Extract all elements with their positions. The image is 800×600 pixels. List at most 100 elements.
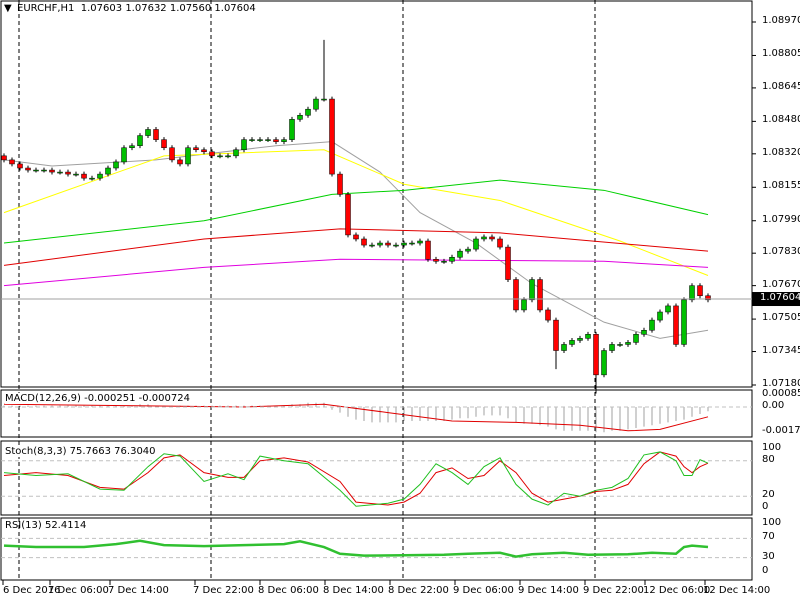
price-tick-label: 1.07505: [762, 312, 800, 324]
bull-candle: [57, 171, 63, 174]
bear-candle: [177, 159, 183, 165]
bear-candle: [337, 173, 343, 195]
rsi-label: RSI(13) 52.4114: [5, 520, 87, 531]
bear-candle: [553, 319, 559, 351]
bull-candle: [289, 119, 295, 140]
bull-candle: [225, 155, 231, 158]
stoch-main-line: [3, 451, 709, 507]
bull-candle: [441, 261, 447, 263]
rsi-line: [3, 539, 709, 558]
panel-frame-1: [0, 389, 753, 438]
rsi-tick-label: 30: [762, 550, 775, 562]
bull-candle: [393, 244, 399, 247]
price-tick-label: 1.08480: [762, 114, 800, 126]
stoch-signal-line: [3, 451, 709, 506]
macd-tick-label: -0.001793: [762, 425, 800, 437]
bull-candle: [625, 342, 631, 345]
bull-candle: [265, 139, 271, 141]
stoch-tick-label: 0: [762, 501, 769, 512]
time-tick-label: 9 Dec 14:00: [518, 585, 579, 596]
bear-candle: [593, 334, 599, 376]
current-price-box: [752, 292, 800, 307]
bear-candle: [353, 234, 359, 240]
bear-candle: [673, 305, 679, 345]
bear-candle: [65, 171, 71, 175]
bull-candle: [377, 242, 383, 246]
low-price: 1.07560: [169, 3, 212, 14]
bull-candle: [129, 145, 135, 148]
time-tick-label: 9 Dec 22:00: [583, 585, 644, 596]
bull-candle: [681, 299, 687, 345]
bull-candle: [569, 340, 575, 345]
bear-candle: [425, 240, 431, 260]
ma-green-line: [3, 179, 709, 244]
bear-candle: [161, 139, 167, 148]
bear-candle: [193, 147, 199, 151]
bear-candle: [361, 238, 367, 246]
bear-candle: [81, 173, 87, 179]
time-tick-label: 12 Dec 06:00: [643, 585, 711, 596]
bull-candle: [33, 169, 39, 172]
time-tick-label: 12 Dec 14:00: [703, 585, 771, 596]
bull-candle: [585, 334, 591, 339]
rsi-tick-label: 100: [762, 517, 782, 528]
price-tick-label: 1.08645: [762, 80, 800, 92]
price-tick-label: 1.08805: [762, 48, 800, 60]
bull-candle: [97, 173, 103, 179]
bull-candle: [321, 98, 327, 101]
time-tick-label: 9 Dec 06:00: [453, 585, 514, 596]
bear-candle: [537, 279, 543, 311]
macd-tick-label: 0.000857: [762, 388, 800, 399]
bear-candle: [497, 238, 503, 248]
rsi-tick-label: 0: [762, 565, 769, 576]
bull-candle: [297, 115, 303, 120]
bull-candle: [241, 139, 247, 151]
rsi-tick-label: 70: [762, 531, 775, 543]
bull-candle: [609, 344, 615, 351]
time-tick-label: 7 Dec 06:00: [48, 585, 109, 596]
stoch-tick-label: 20: [762, 489, 775, 501]
bull-candle: [617, 344, 623, 346]
bull-candle: [113, 161, 119, 169]
bull-candle: [561, 344, 567, 351]
panel-frame-3: [0, 517, 753, 581]
chart-header: EURCHF,H1 1.07603 1.07632 1.07560 1.0760…: [17, 3, 256, 14]
time-tick-label: 8 Dec 22:00: [388, 585, 449, 596]
bull-candle: [649, 319, 655, 331]
bull-candle: [105, 167, 111, 175]
bull-candle: [185, 147, 191, 165]
price-tick-label: 1.08155: [762, 180, 800, 192]
bull-candle: [577, 338, 583, 341]
chart-menu-arrow-icon[interactable]: ▼: [4, 3, 12, 14]
bull-candle: [401, 242, 407, 246]
bull-candle: [369, 244, 375, 247]
bull-candle: [641, 329, 647, 335]
bull-candle: [257, 139, 263, 141]
bear-candle: [1, 155, 7, 161]
bull-candle: [657, 311, 663, 321]
time-tick-label: 7 Dec 22:00: [193, 585, 254, 596]
bear-candle: [25, 167, 31, 171]
time-tick-label: 8 Dec 06:00: [258, 585, 319, 596]
symbol-label: EURCHF,H1: [17, 3, 75, 14]
ma-red-line: [3, 228, 709, 266]
price-tick-label: 1.07830: [762, 246, 800, 258]
bear-candle: [9, 159, 15, 165]
bear-candle: [49, 169, 55, 173]
stoch-tick-label: 100: [762, 442, 782, 453]
bear-candle: [489, 236, 495, 240]
panel-frame-2: [0, 440, 753, 516]
bull-candle: [409, 242, 415, 245]
bull-candle: [41, 169, 47, 172]
time-tick-label: 8 Dec 14:00: [323, 585, 384, 596]
bear-candle: [505, 246, 511, 280]
bull-candle: [473, 238, 479, 250]
bull-candle: [465, 248, 471, 252]
bear-candle: [329, 98, 335, 175]
bear-candle: [153, 129, 159, 140]
bull-candle: [521, 299, 527, 311]
ma-yellow-line: [3, 149, 709, 276]
price-tick-label: 1.07345: [762, 344, 800, 356]
price-tick-label: 1.07990: [762, 213, 800, 225]
